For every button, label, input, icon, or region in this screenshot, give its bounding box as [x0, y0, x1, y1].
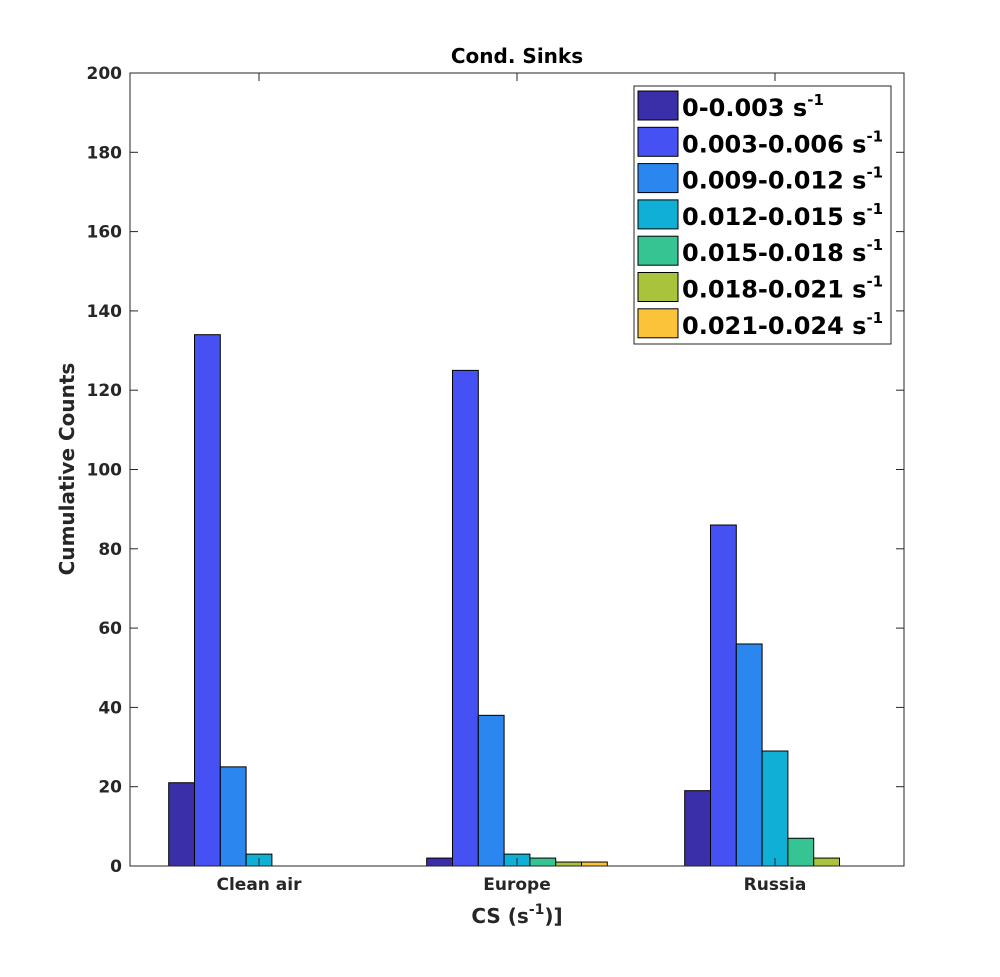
legend-label: 0.015-0.018 s-1: [682, 236, 883, 267]
legend-label: 0-0.003 s-1: [682, 91, 824, 122]
legend-swatch: [637, 163, 679, 194]
bar: [761, 750, 789, 867]
legend-label: 0.003-0.006 s-1: [682, 127, 883, 158]
y-tick-label: 160: [87, 223, 123, 243]
bars-layer: [168, 334, 841, 867]
bar: [735, 643, 763, 867]
x-tick-label: Clean air: [216, 875, 302, 895]
y-axis-title: Cumulative Counts: [55, 363, 79, 576]
y-tick-label: 80: [98, 540, 122, 560]
x-axis-title: CS (s-1)]: [471, 902, 562, 928]
legend-label-main: 0.021-0.024 s: [682, 312, 866, 340]
legend-label: 0.012-0.015 s-1: [682, 200, 883, 231]
y-tick-label: 60: [98, 619, 122, 639]
legend-label: 0.021-0.024 s-1: [682, 309, 883, 340]
legend-label-main: 0-0.003 s: [682, 94, 807, 122]
legend-items: 0-0.003 s-10.003-0.006 s-10.009-0.012 s-…: [637, 90, 883, 340]
ticks-layer: 0 20 40 60 80 100 120 140 160 180 200 Clean air Euro…: [87, 64, 904, 895]
legend-label-main: 0.009-0.012 s: [682, 167, 866, 195]
legend-swatch: [637, 235, 679, 266]
bar: [581, 861, 608, 867]
legend-label-sup: -1: [866, 127, 883, 145]
bar: [168, 782, 195, 867]
legend-label-sup: -1: [807, 91, 824, 109]
legend-swatch: [637, 199, 679, 230]
bar: [529, 857, 557, 867]
chart-title: Cond. Sinks: [451, 44, 583, 68]
bar: [813, 857, 841, 867]
legend-swatch: [637, 272, 679, 302]
legend-swatch: [637, 90, 679, 121]
legend-label: 0.009-0.012 s-1: [682, 164, 883, 195]
bar: [710, 524, 737, 867]
y-tick-label: 140: [87, 302, 123, 322]
legend-swatch: [637, 308, 679, 339]
x-tick-label: Russia: [744, 875, 807, 895]
y-tick-label: 0: [110, 857, 122, 877]
legend-label-sup: -1: [866, 236, 883, 254]
legend-label: 0.018-0.021 s-1: [682, 273, 883, 304]
bar: [787, 837, 815, 867]
bar: [477, 714, 505, 867]
bar: [219, 766, 247, 867]
x-axis-title-suffix: )]: [544, 904, 562, 928]
bar: [555, 861, 583, 867]
legend-label-sup: -1: [866, 164, 883, 182]
legend-label-main: 0.015-0.018 s: [682, 239, 866, 267]
legend-label-sup: -1: [866, 309, 883, 327]
y-tick-label: 20: [98, 778, 122, 798]
y-tick-label: 120: [87, 381, 123, 401]
bar: [452, 369, 479, 867]
bar: [194, 334, 221, 867]
y-tick-label: 40: [98, 698, 122, 718]
legend-label-sup: -1: [866, 273, 883, 291]
legend-label-main: 0.012-0.015 s: [682, 203, 866, 231]
legend-label-main: 0.003-0.006 s: [682, 130, 866, 158]
y-tick-label: 100: [87, 461, 123, 481]
legend-label-sup: -1: [866, 200, 883, 218]
bar: [426, 857, 454, 867]
legend-label-main: 0.018-0.021 s: [682, 276, 866, 304]
bar: [684, 790, 712, 867]
legend: 0-0.003 s-10.003-0.006 s-10.009-0.012 s-…: [633, 85, 892, 345]
x-axis-title-sup: -1: [529, 902, 545, 918]
legend-swatch: [637, 126, 679, 157]
y-tick-label: 180: [87, 143, 123, 163]
y-tick-label: 200: [87, 64, 123, 84]
x-tick-label: Europe: [483, 875, 550, 895]
x-axis-title-main: CS (s: [471, 904, 528, 928]
plot-frame: [129, 72, 905, 867]
